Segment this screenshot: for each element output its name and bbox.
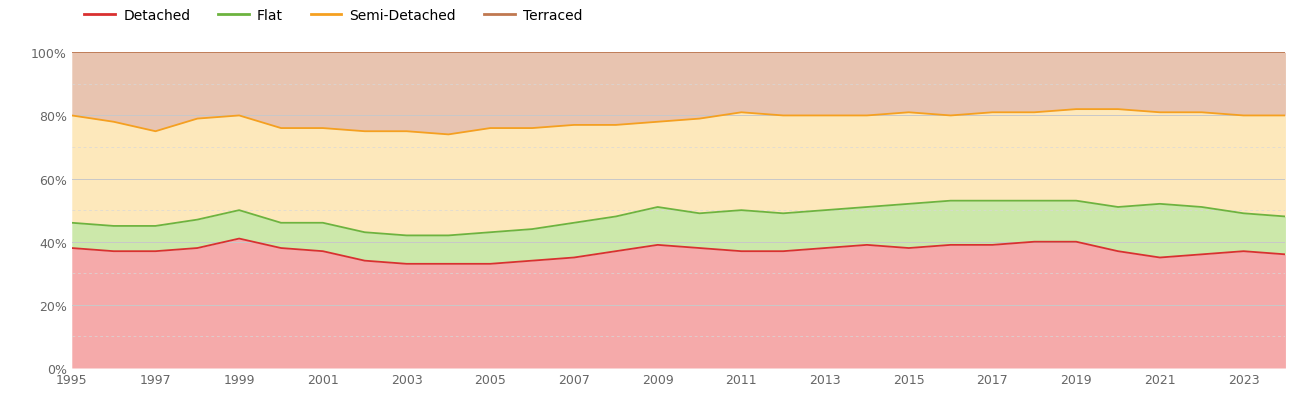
Legend: Detached, Flat, Semi-Detached, Terraced: Detached, Flat, Semi-Detached, Terraced	[78, 3, 589, 29]
